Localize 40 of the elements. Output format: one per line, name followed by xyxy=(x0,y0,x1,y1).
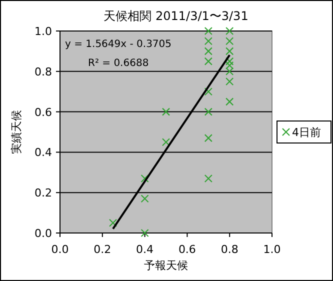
y-tick-label: 0.6 xyxy=(34,106,52,119)
point xyxy=(204,134,212,142)
point xyxy=(226,47,234,56)
annotation: R² = 0.6688 xyxy=(88,58,149,69)
point xyxy=(204,88,212,96)
y-tick-label: 0.0 xyxy=(34,227,52,240)
point xyxy=(226,61,234,70)
x-axis-title: 予報天候 xyxy=(144,259,188,272)
x-tick-label: 0.6 xyxy=(178,243,196,256)
point xyxy=(140,228,149,238)
point xyxy=(140,194,149,203)
point xyxy=(226,57,234,66)
point xyxy=(226,77,234,86)
y-tick-label: 1.0 xyxy=(34,25,52,38)
point xyxy=(204,47,212,56)
point xyxy=(204,174,212,183)
x-tick-label: 1.0 xyxy=(263,243,281,256)
y-tick-label: 0.2 xyxy=(34,186,52,200)
point xyxy=(204,57,212,66)
x-tick-label: 0.0 xyxy=(51,243,69,256)
annotation: y = 1.5649x - 0.3705 xyxy=(65,39,172,50)
point xyxy=(226,26,234,36)
x-tick-label: 0.4 xyxy=(136,243,154,256)
y-tick-label: 0.8 xyxy=(34,65,52,78)
point xyxy=(204,108,212,116)
point xyxy=(204,26,212,36)
point xyxy=(140,174,149,183)
point xyxy=(108,218,118,227)
y-tick-label: 0.4 xyxy=(34,146,52,160)
x-tick-label: 0.2 xyxy=(94,243,112,256)
point xyxy=(226,37,234,46)
y-axis-title: 実績天候 xyxy=(10,110,23,154)
point xyxy=(226,98,234,106)
chart-title: 天候相関 2011/3/1〜3/31 xyxy=(104,9,248,23)
legend-label: 4日前 xyxy=(292,126,321,139)
point xyxy=(162,138,170,146)
point xyxy=(226,67,234,76)
x-tick-label: 0.8 xyxy=(220,243,238,256)
point xyxy=(162,108,170,116)
point xyxy=(204,37,212,46)
